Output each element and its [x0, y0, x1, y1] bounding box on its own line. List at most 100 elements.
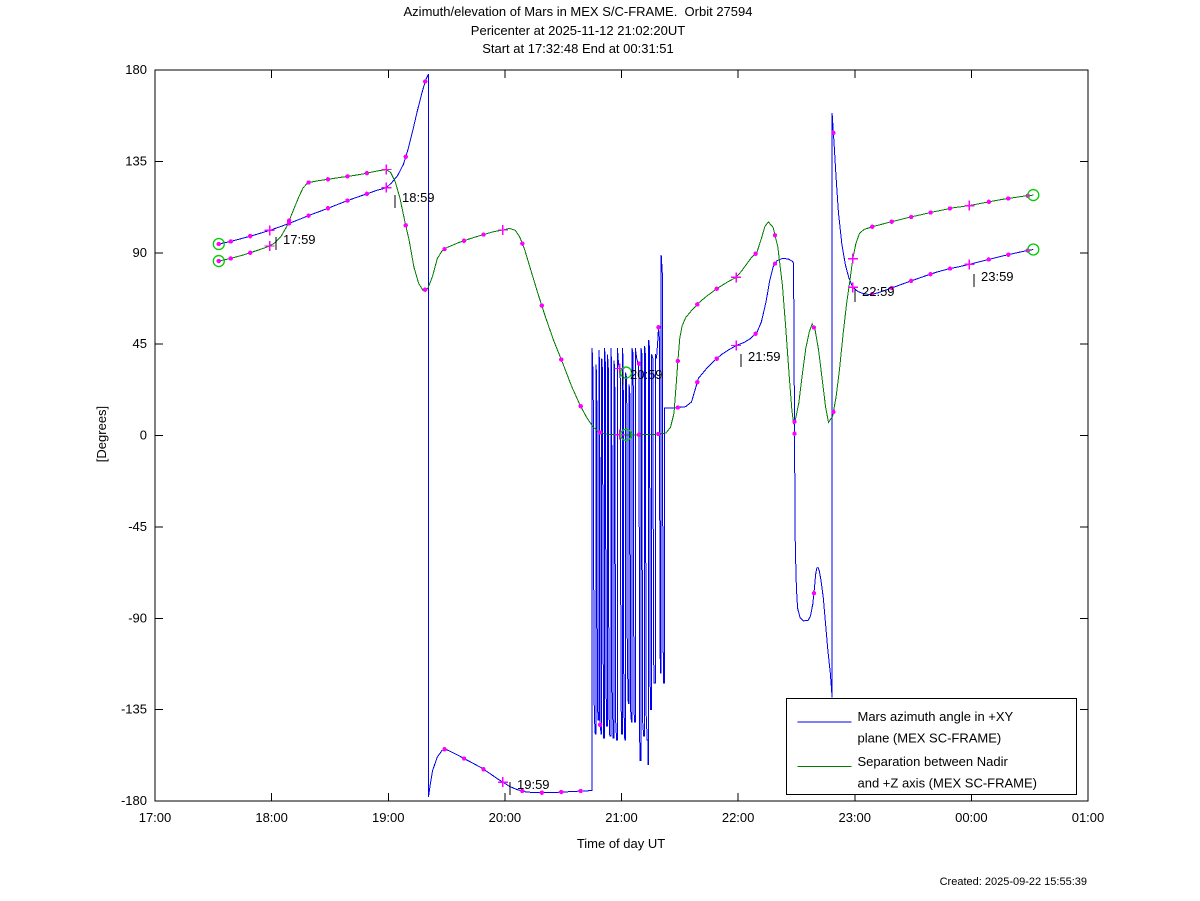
ten-minute-dot-marker — [656, 325, 661, 330]
ten-minute-dot-marker — [792, 419, 797, 424]
ten-minute-dot-marker — [714, 286, 719, 291]
y-tick-label: 135 — [125, 153, 147, 168]
y-tick-label: -135 — [121, 702, 147, 717]
ten-minute-dot-marker — [345, 174, 350, 179]
x-tick-label: 00:00 — [955, 810, 988, 825]
pericenter-circle-marker — [619, 428, 633, 441]
ten-minute-dot-marker — [481, 232, 486, 237]
created-timestamp: Created: 2025-09-22 15:55:39 — [939, 876, 1087, 888]
ten-minute-dot-marker — [442, 747, 447, 752]
ten-minute-dot-marker — [228, 256, 234, 261]
y-tick-label: 90 — [133, 245, 147, 260]
ten-minute-dot-marker — [325, 206, 331, 211]
ten-minute-dot-marker — [675, 358, 681, 364]
hour-plus-marker — [964, 200, 975, 211]
ten-minute-dot-marker — [559, 357, 564, 362]
ten-minute-dot-marker — [986, 257, 992, 262]
ten-minute-dot-marker — [908, 278, 914, 284]
ten-minute-dot-marker — [636, 361, 642, 366]
start-circle-marker — [212, 237, 225, 251]
y-tick-label: 45 — [133, 336, 147, 351]
ten-minute-dot-marker — [1006, 252, 1011, 257]
y-tick-label: 180 — [125, 62, 147, 77]
x-tick-label: 22:00 — [722, 810, 755, 825]
ten-minute-dot-marker — [772, 261, 778, 266]
ten-minute-dot-marker — [792, 431, 797, 436]
hour-plus-marker — [847, 282, 858, 293]
legend-entry-label: Mars azimuth angle in +XY — [858, 709, 1014, 724]
x-tick-label: 18:00 — [255, 810, 288, 825]
ten-minute-dot-marker — [578, 404, 583, 409]
ten-minute-dot-marker — [422, 79, 428, 84]
ten-minute-dot-marker — [520, 788, 525, 794]
hour-plus-marker — [264, 225, 275, 236]
hour-plus-marker — [964, 259, 975, 270]
hour-plus-marker — [847, 253, 858, 264]
legend-entry-label: plane (MEX SC-FRAME) — [858, 731, 1002, 746]
ten-minute-dot-marker — [461, 756, 467, 761]
ten-minute-dot-marker — [345, 198, 350, 203]
chart-subtitle-pericenter: Pericenter at 2025-11-12 21:02:20UT — [470, 23, 686, 38]
ten-minute-dot-marker — [403, 154, 408, 160]
azimuth-series-line — [218, 73, 1034, 797]
legend-entry-label: and +Z axis (MEX SC-FRAME) — [858, 776, 1038, 791]
ten-minute-dot-marker — [928, 271, 933, 277]
ten-minute-dot-marker — [714, 356, 719, 361]
hour-annotation-label: 23:59 — [981, 269, 1014, 284]
ten-minute-dot-marker — [908, 214, 914, 220]
x-tick-label: 17:00 — [139, 810, 172, 825]
chart-subtitle-startend: Start at 17:32:48 End at 00:31:51 — [482, 41, 674, 56]
y-tick-label: -90 — [128, 610, 147, 625]
ten-minute-dot-marker — [870, 291, 875, 297]
ten-minute-dot-marker — [695, 379, 700, 385]
hour-plus-marker — [614, 429, 625, 440]
pericenter-circle-marker — [619, 366, 633, 379]
start-dot-marker — [216, 241, 221, 247]
hour-annotation-label: 20:59 — [630, 367, 663, 382]
hour-plus-marker — [264, 241, 275, 252]
ten-minute-dot-marker — [675, 405, 681, 410]
ten-minute-dot-marker — [947, 206, 953, 211]
ten-minute-dot-marker — [306, 213, 311, 218]
ten-minute-dot-marker — [889, 285, 894, 291]
ten-minute-dot-marker — [325, 177, 331, 182]
hour-plus-marker — [381, 182, 392, 193]
y-tick-label: -45 — [128, 519, 147, 534]
ten-minute-dot-marker — [695, 302, 700, 307]
start-circle-marker — [212, 254, 225, 268]
hour-annotation-label: 19:59 — [517, 777, 550, 792]
ten-minute-dot-marker — [753, 251, 758, 256]
ten-minute-dot-marker — [364, 170, 370, 176]
ten-minute-dot-marker — [520, 241, 525, 246]
ten-minute-dot-marker — [811, 591, 817, 596]
ten-minute-dot-marker — [831, 409, 836, 415]
x-tick-label: 20:00 — [489, 810, 522, 825]
ten-minute-dot-marker — [928, 210, 933, 215]
ten-minute-dot-marker — [248, 233, 253, 239]
ten-minute-dot-marker — [811, 325, 817, 330]
hour-annotation-label: 18:59 — [402, 190, 435, 205]
legend-box — [786, 698, 1077, 795]
hour-plus-marker — [731, 340, 742, 351]
ten-minute-dot-marker — [286, 218, 292, 223]
start-dot-marker — [216, 258, 221, 264]
ten-minute-dot-marker — [559, 789, 564, 795]
hour-annotation-label: 21:59 — [748, 349, 781, 364]
hour-plus-marker — [497, 224, 508, 235]
legend-entry-label: Separation between Nadir — [858, 754, 1009, 769]
hour-plus-marker — [497, 777, 508, 788]
ten-minute-dot-marker — [772, 233, 778, 238]
ten-minute-dot-marker — [539, 790, 545, 795]
x-tick-label: 21:00 — [605, 810, 638, 825]
ten-minute-dot-marker — [306, 180, 311, 185]
ten-minute-dot-marker — [1006, 196, 1011, 201]
end-circle-marker — [1027, 243, 1040, 256]
ten-minute-dot-marker — [364, 191, 370, 196]
ten-minute-dot-marker — [889, 219, 894, 224]
x-tick-label: 23:00 — [838, 810, 871, 825]
ten-minute-dot-marker — [442, 246, 447, 252]
y-axis-label: [Degrees] — [94, 405, 109, 463]
ten-minute-dot-marker — [870, 224, 875, 229]
